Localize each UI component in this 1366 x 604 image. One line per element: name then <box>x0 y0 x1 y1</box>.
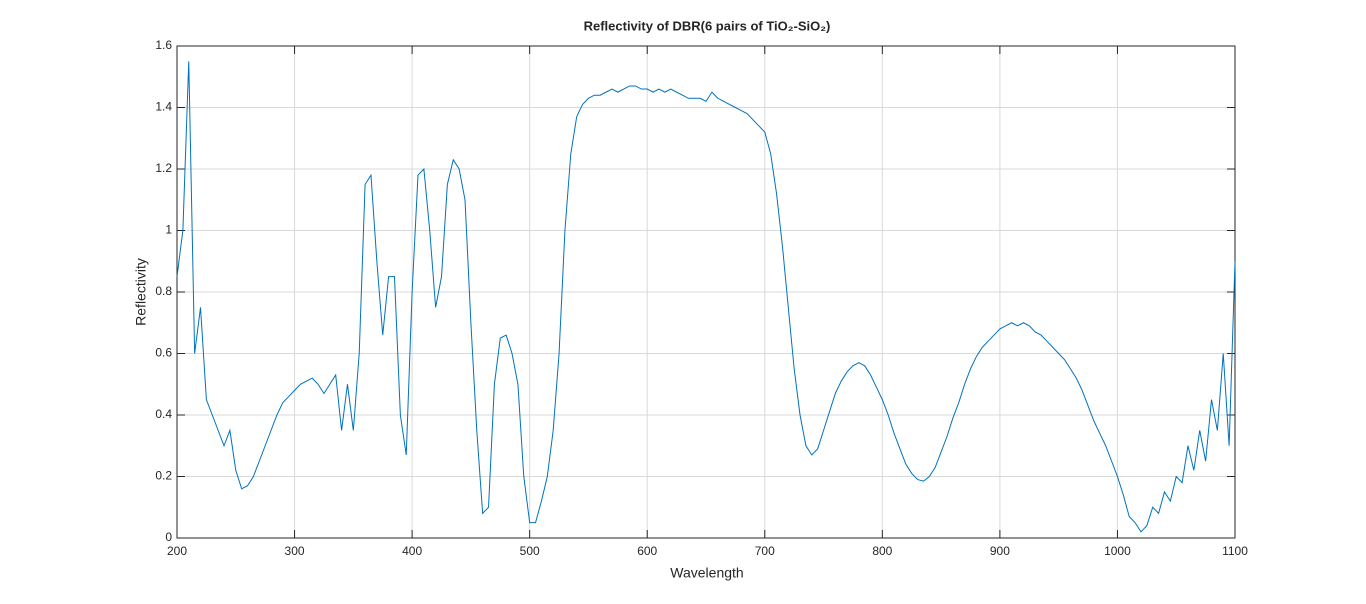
x-axis-label: Wavelength <box>670 565 743 581</box>
y-axis-label: Reflectivity <box>133 258 149 326</box>
y-tick-label: 0.2 <box>155 469 172 483</box>
y-tick-label: 1.2 <box>155 161 172 175</box>
data-line <box>176 61 1236 533</box>
x-tick-label: 800 <box>872 544 892 558</box>
x-tick-label: 1100 <box>1222 544 1248 558</box>
plot-frame <box>176 45 1236 539</box>
y-tick-label: 1.4 <box>155 100 172 114</box>
x-tick-label: 1000 <box>1104 544 1131 558</box>
y-tick-label: 1.6 <box>155 38 172 52</box>
x-tick-label: 500 <box>520 544 540 558</box>
x-tick-label: 300 <box>285 544 305 558</box>
x-tick-label: 900 <box>990 544 1010 558</box>
x-tick-label: 400 <box>402 544 422 558</box>
y-tick-label: 1 <box>165 223 172 237</box>
x-tick-label: 600 <box>637 544 657 558</box>
y-tick-label: 0.8 <box>155 284 172 298</box>
y-tick-label: 0.4 <box>155 407 172 421</box>
y-tick-label: 0 <box>165 530 172 544</box>
x-tick-label: 700 <box>755 544 775 558</box>
chart-title: Reflectivity of DBR(6 pairs of TiO₂-SiO₂… <box>584 18 831 33</box>
x-tick-label: 200 <box>167 544 187 558</box>
y-tick-label: 0.6 <box>155 346 172 360</box>
